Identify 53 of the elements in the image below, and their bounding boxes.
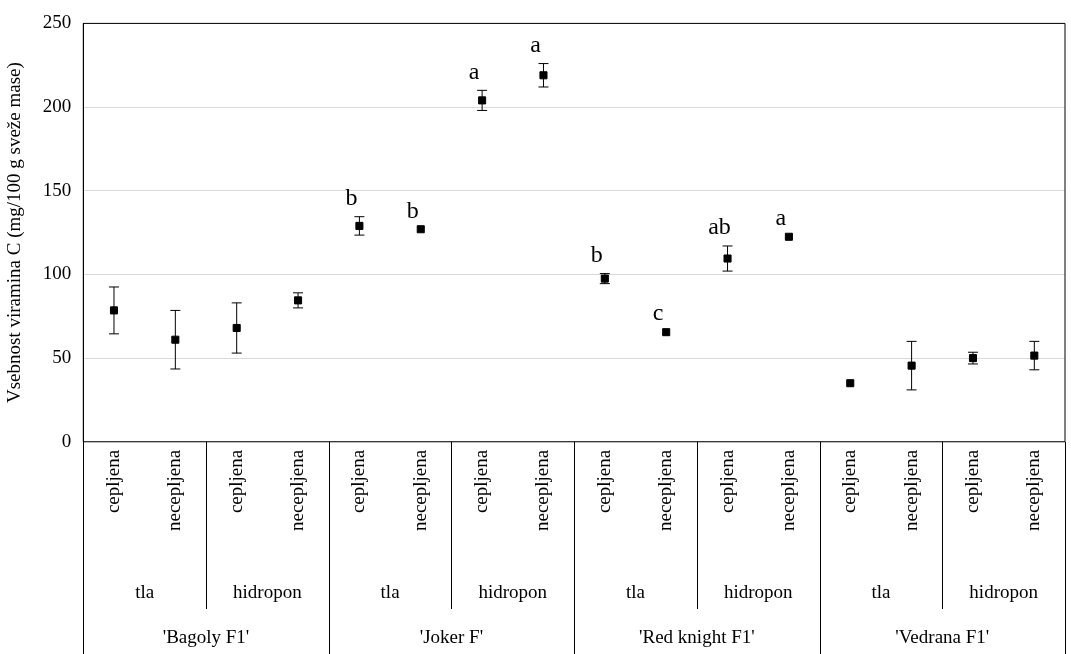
x-tick-label: necepljena [899, 449, 921, 532]
y-tick-label: 0 [61, 429, 72, 451]
point [784, 232, 793, 241]
x-tick-label: necepljena [1022, 449, 1044, 532]
text: 'Joker F' [419, 625, 484, 647]
point [1030, 351, 1039, 360]
point [662, 328, 671, 337]
text: tla [871, 580, 891, 602]
x-tick-label: cepljena [838, 449, 860, 514]
x-tick-label: cepljena [470, 449, 492, 514]
x-tick-label: necepljena [531, 449, 553, 532]
y-tick-label: 150 [42, 178, 72, 200]
data-label: a [530, 30, 542, 57]
data-label: b [590, 240, 603, 267]
point [355, 221, 364, 230]
text: 'Red knight F1' [639, 625, 755, 647]
text: 'Bagoly F1' [162, 625, 250, 647]
point [171, 335, 180, 344]
y-axis-title: Vsebnost viramina C (mg/100 g sveže mase) [3, 62, 26, 404]
x-tick-label: necepljena [408, 449, 430, 532]
point [846, 379, 855, 388]
x-tick-label: cepljena [224, 449, 246, 514]
y-tick-label: 100 [42, 262, 72, 284]
text: hidropon [478, 580, 548, 602]
x-tick-label: necepljena [654, 449, 676, 532]
y-tick-label: 200 [42, 95, 72, 117]
data-label: ab [708, 213, 731, 240]
y-tick-label: 250 [42, 11, 72, 33]
x-tick-label: necepljena [163, 449, 185, 532]
point [723, 254, 732, 263]
x-tick-label: cepljena [715, 449, 737, 514]
text: tla [380, 580, 401, 602]
text: tla [626, 580, 646, 602]
x-tick-label: cepljena [101, 449, 123, 514]
x-tick-label: cepljena [592, 449, 614, 514]
x-tick-label: necepljena [776, 449, 798, 532]
text: 'Vedrana F1' [895, 625, 990, 647]
x-tick-label: cepljena [347, 449, 369, 514]
x-tick-label: necepljena [286, 449, 308, 532]
y-tick-label: 50 [52, 346, 72, 368]
x-tick-label: cepljena [960, 449, 982, 514]
point [416, 225, 425, 234]
text: hidropon [723, 580, 794, 602]
data-label: b [345, 183, 358, 210]
text: tla [135, 580, 155, 602]
text: hidropon [969, 580, 1039, 602]
text: hidropon [233, 580, 303, 602]
point [907, 361, 916, 370]
data-label: c [652, 299, 664, 326]
data-label: a [468, 57, 480, 84]
data-label: b [406, 196, 419, 223]
data-label: a [775, 204, 787, 231]
point [539, 71, 548, 80]
